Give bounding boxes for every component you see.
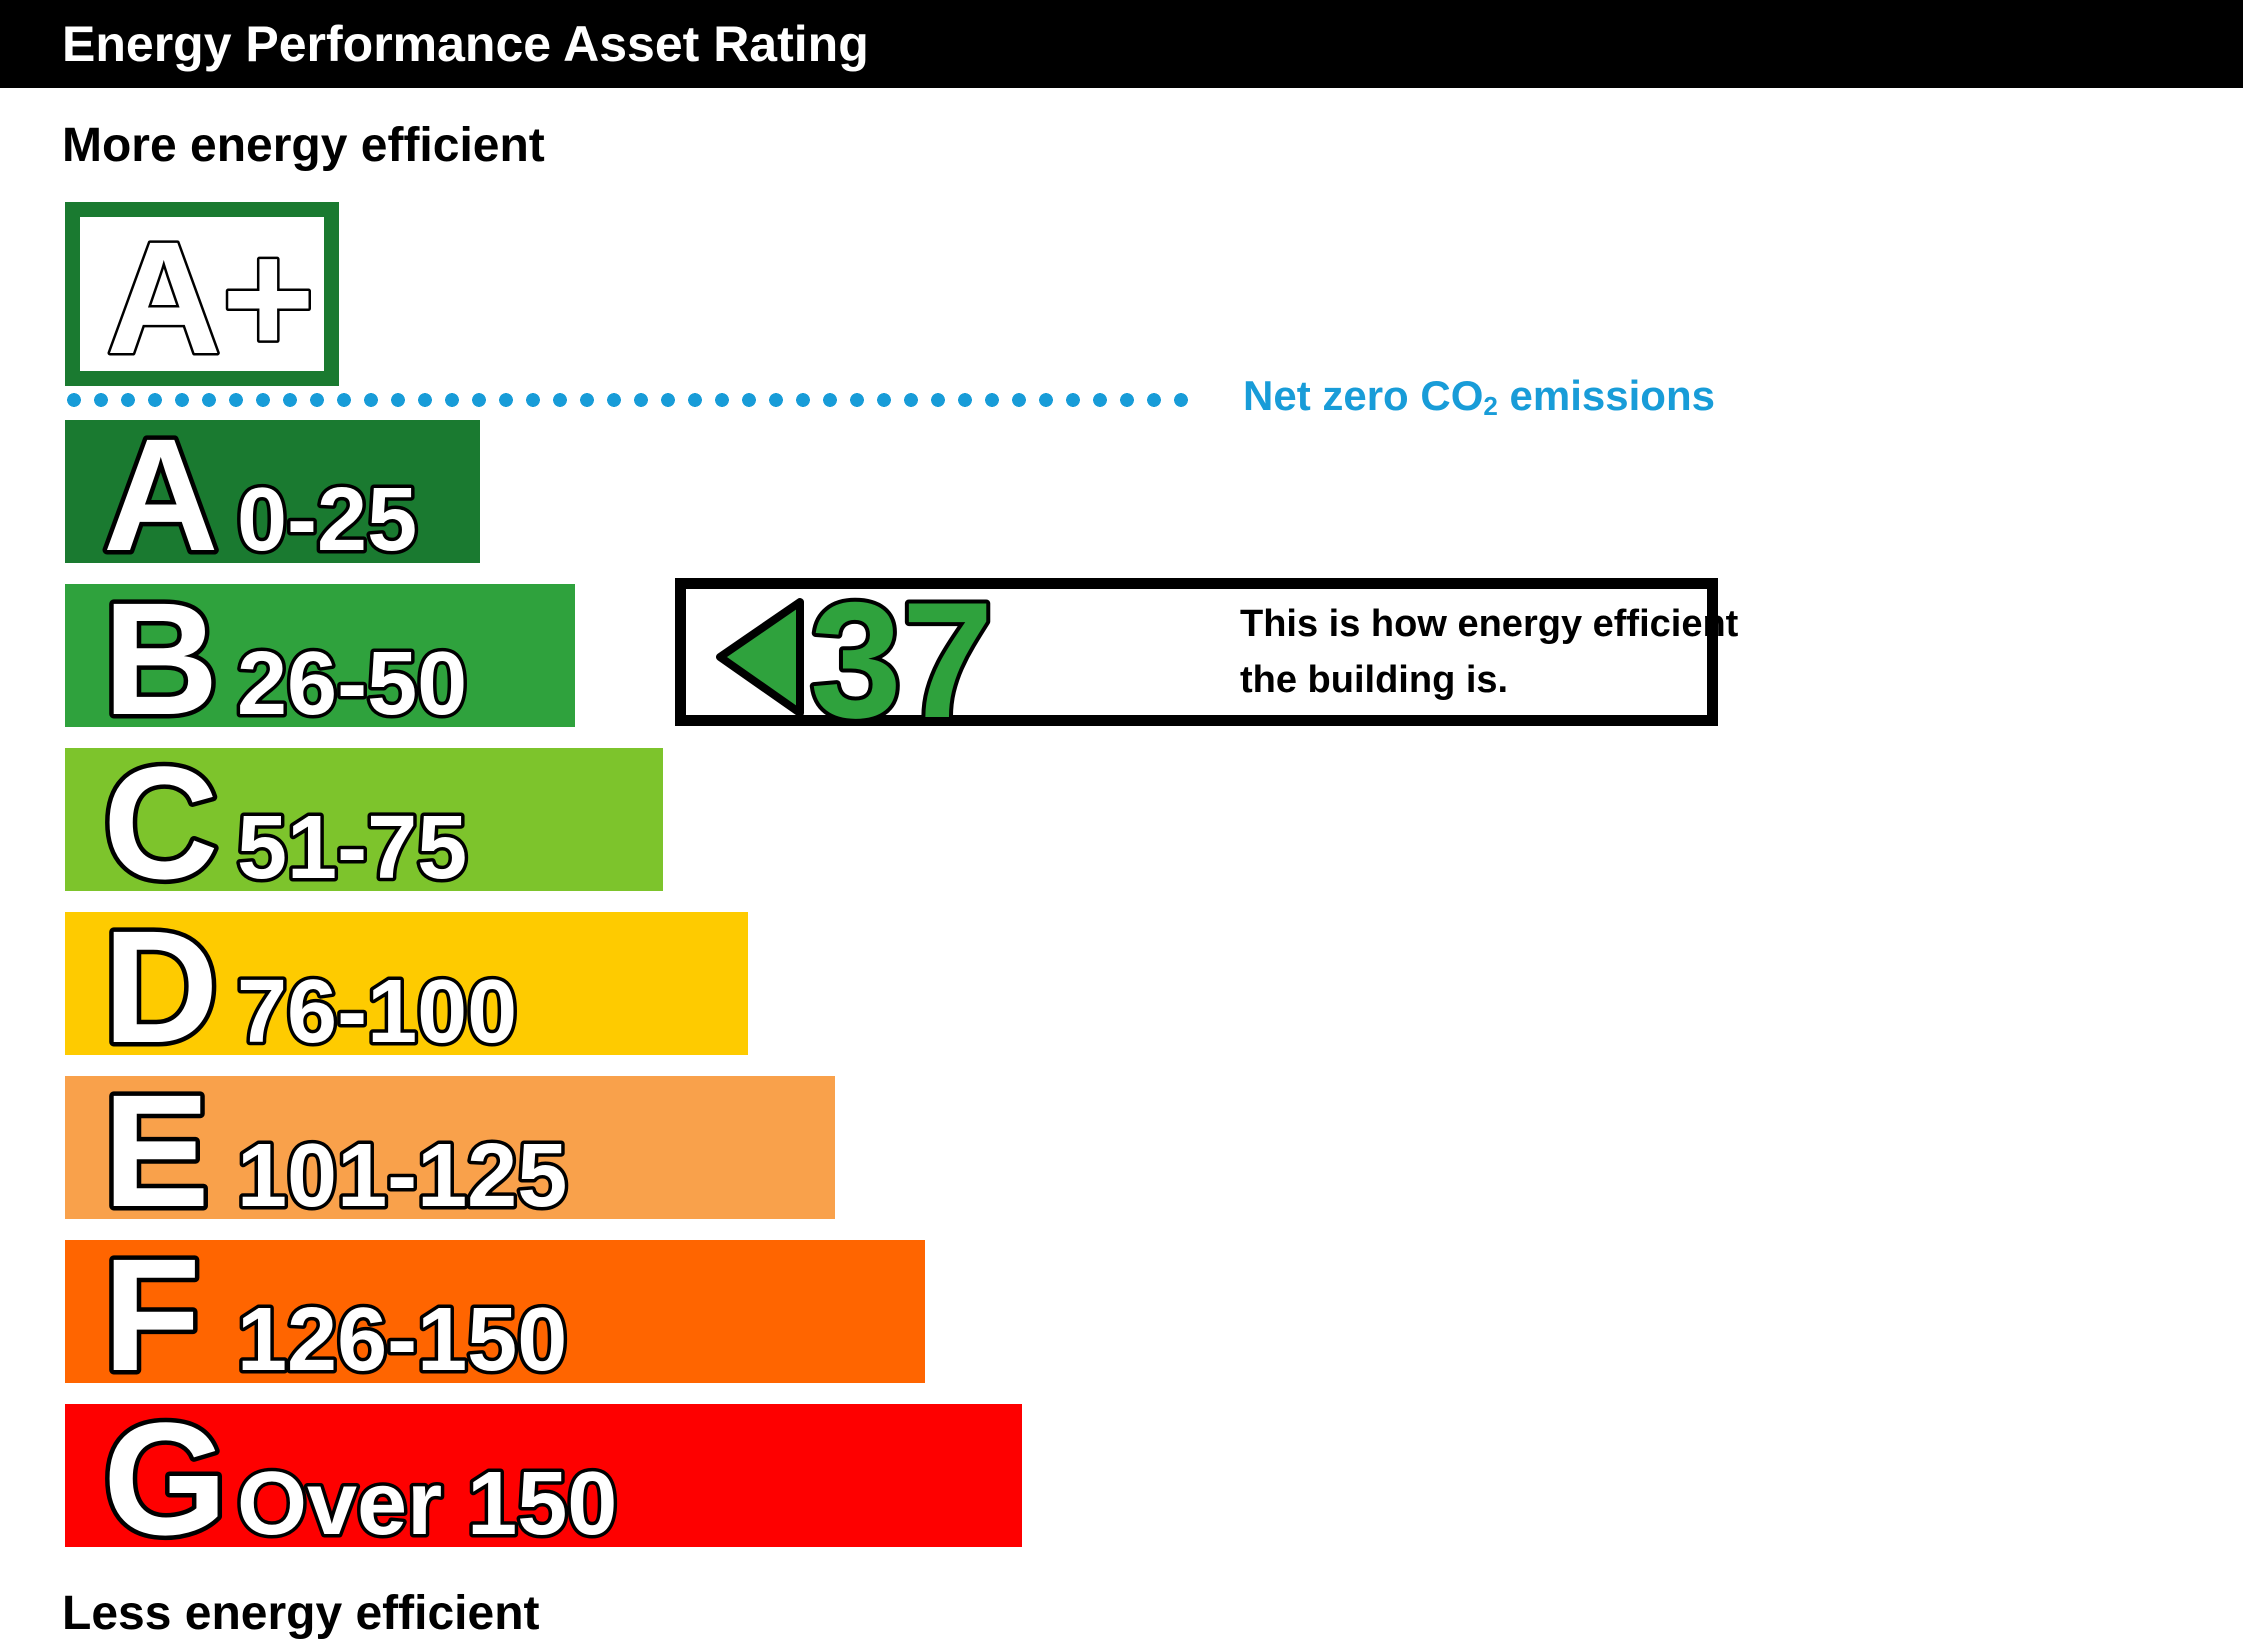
rating-arrow-group: 37: [716, 564, 998, 756]
title-bar: Energy Performance Asset Rating: [0, 0, 2243, 88]
band-row-d: D 76-100: [65, 893, 748, 1081]
band-range: Over 150: [237, 1454, 617, 1554]
band-a-labels: A 0-25: [99, 401, 421, 589]
band-letter: F: [103, 1225, 201, 1404]
band-c-labels: C 51-75: [99, 729, 471, 917]
net-zero-subscript: 2: [1483, 391, 1498, 422]
net-zero-suffix: emissions: [1497, 372, 1715, 419]
band-row-e: E 101-125: [65, 1057, 835, 1245]
band-range: 126-150: [237, 1290, 567, 1390]
band-letter: C: [103, 733, 219, 912]
more-energy-efficient-label: More energy efficient: [62, 119, 545, 172]
net-zero-prefix: Net zero CO: [1243, 372, 1484, 419]
band-row-c: C 51-75: [65, 729, 663, 917]
band-letter: G: [103, 1389, 227, 1568]
band-range: 26-50: [237, 634, 467, 734]
left-arrow-icon: [716, 598, 804, 717]
band-f-labels: F 126-150: [99, 1221, 571, 1409]
band-range: 101-125: [237, 1126, 567, 1226]
less-energy-efficient-label: Less energy efficient: [62, 1587, 540, 1640]
band-a-plus-box: A+: [65, 202, 339, 390]
band-range: 51-75: [237, 798, 467, 898]
band-g-labels: G Over 150: [99, 1385, 621, 1573]
band-letter: A: [103, 405, 219, 584]
band-row-f: F 126-150: [65, 1221, 925, 1409]
band-letter: D: [103, 897, 219, 1076]
band-row-b: B 26-50: [65, 565, 575, 753]
rating-description-line1: This is how energy efficient: [1240, 602, 1739, 645]
band-range: 0-25: [237, 470, 417, 570]
band-b-labels: B 26-50: [99, 565, 471, 753]
rating-indicator-box: 37 This is how energy efficient the buil…: [675, 564, 1738, 756]
band-range: 76-100: [237, 962, 517, 1062]
a-plus-text: A+: [106, 217, 315, 371]
band-row-a: A 0-25: [65, 401, 480, 589]
band-letter: B: [103, 569, 219, 748]
band-e-labels: E 101-125: [99, 1057, 571, 1245]
rating-description-line2: the building is.: [1240, 659, 1509, 701]
band-d-labels: D 76-100: [99, 893, 521, 1081]
rating-description: This is how energy efficient the buildin…: [1240, 596, 1738, 708]
net-zero-dotted-line-icon: [65, 391, 1193, 409]
band-row-g: G Over 150: [65, 1385, 1022, 1573]
a-plus-letter: A+: [104, 206, 318, 390]
band-letter: E: [103, 1061, 210, 1240]
rating-value: 37: [810, 568, 994, 752]
net-zero-label: Net zero CO2 emissions: [1243, 372, 1715, 422]
page-title: Energy Performance Asset Rating: [62, 16, 869, 72]
